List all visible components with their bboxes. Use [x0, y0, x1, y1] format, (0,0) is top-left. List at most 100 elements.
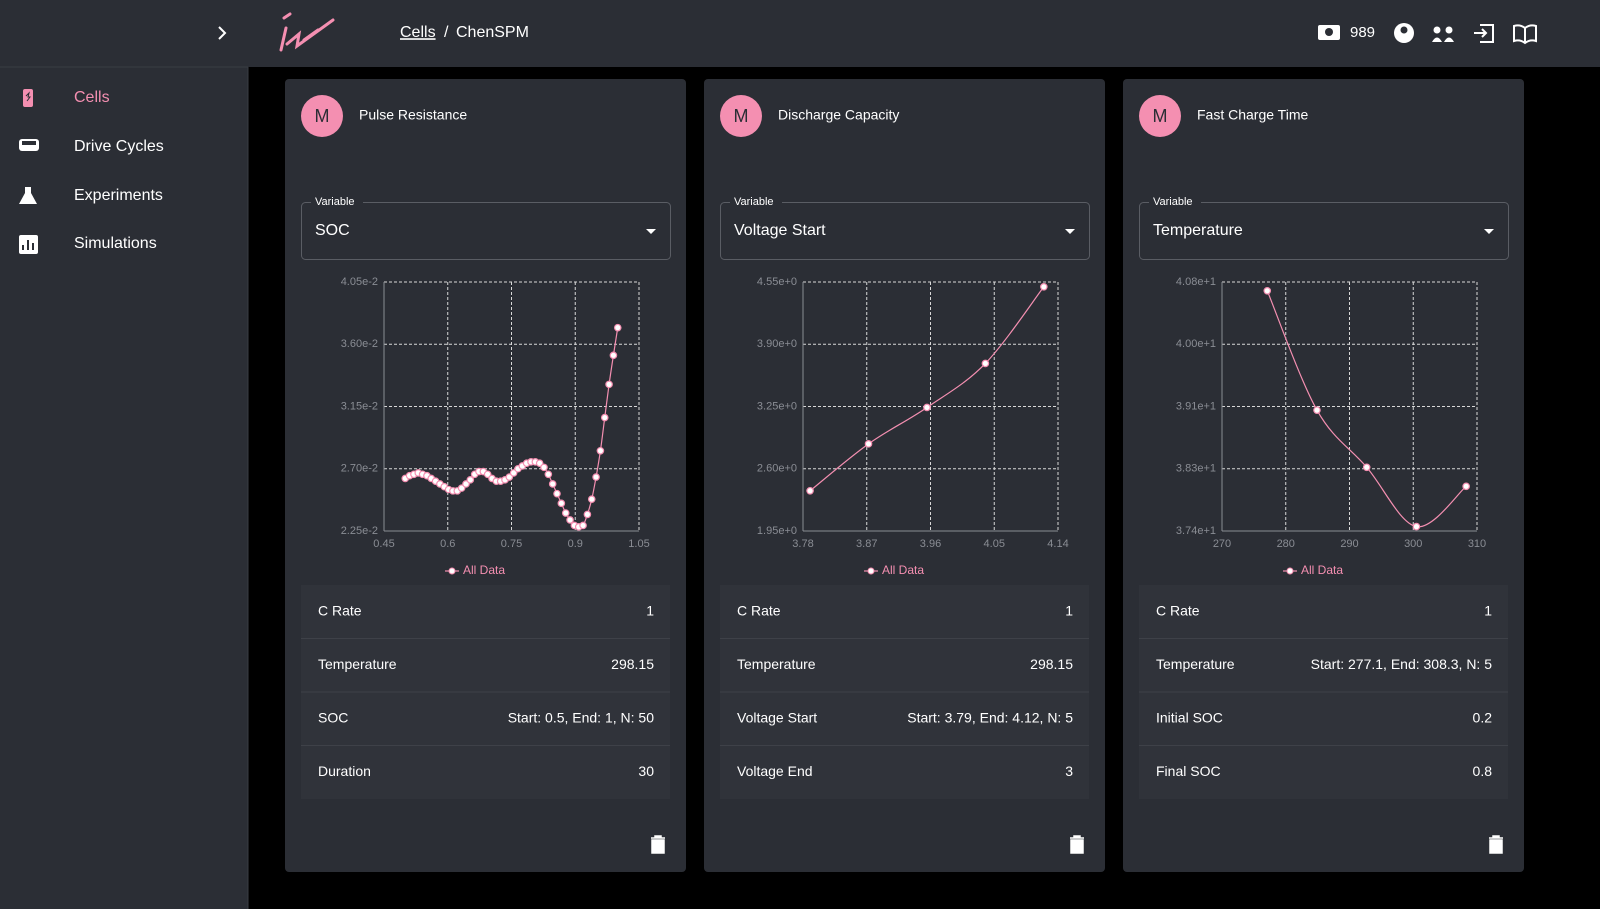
data-point [566, 516, 574, 524]
x-tick-label: 3.96 [920, 538, 941, 550]
logout-icon[interactable] [1474, 24, 1494, 43]
data-point [557, 499, 566, 508]
x-tick-label: 4.14 [1047, 538, 1068, 550]
param-value: 1 [646, 603, 654, 619]
data-point [544, 470, 553, 479]
simulations-icon-detail [22, 240, 34, 250]
select-value[interactable]: Voltage Start [734, 222, 826, 239]
y-tick-label: 4.55e+0 [757, 276, 797, 288]
avatar-letter: M [1153, 106, 1168, 126]
data-point [600, 413, 609, 422]
collapse-button[interactable] [218, 26, 227, 40]
breadcrumb-link[interactable]: Cells [400, 24, 436, 41]
data-point [466, 476, 475, 484]
x-tick-label: 310 [1468, 538, 1486, 550]
x-tick-label: 0.6 [440, 538, 455, 550]
account-icon-detail [1400, 26, 1408, 34]
select-label: Variable [734, 196, 774, 208]
card-title: Discharge Capacity [778, 107, 899, 123]
param-value: 1 [1065, 603, 1073, 619]
delete-button[interactable] [1489, 835, 1503, 854]
data-point [864, 440, 873, 448]
select-arrow[interactable] [1065, 229, 1075, 234]
legend-label[interactable]: All Data [1301, 563, 1343, 577]
nav-item[interactable]: Drive Cycles [74, 138, 164, 155]
sidebar [0, 0, 248, 909]
param-label: C Rate [318, 603, 362, 619]
cells-icon [23, 89, 33, 107]
select-box[interactable] [720, 202, 1090, 260]
data-point [605, 380, 613, 389]
legend-label[interactable]: All Data [882, 563, 924, 577]
y-tick-label: 4.00e+1 [1176, 338, 1216, 350]
nav-item[interactable]: Experiments [74, 187, 163, 204]
param-row [1139, 638, 1508, 692]
card-title: Pulse Resistance [359, 107, 467, 123]
param-row [1139, 745, 1508, 799]
select-label-bg [730, 194, 782, 208]
data-point [596, 446, 605, 455]
select-value[interactable]: SOC [315, 222, 350, 239]
data-point [548, 480, 557, 488]
avatar [720, 95, 762, 137]
nav-item[interactable]: Simulations [74, 235, 157, 252]
x-tick-label: 3.78 [792, 538, 813, 550]
param-row [720, 692, 1089, 746]
y-tick-label: 3.83e+1 [1176, 463, 1216, 475]
x-tick-label: 0.75 [501, 538, 522, 550]
x-tick-label: 0.45 [373, 538, 394, 550]
param-value: 0.2 [1473, 710, 1493, 726]
team-icon-head [1433, 26, 1441, 34]
param-label: Initial SOC [1156, 710, 1223, 726]
param-value: 298.15 [1030, 656, 1073, 672]
select-arrow[interactable] [646, 229, 656, 234]
select-box[interactable] [1139, 202, 1509, 260]
param-value: 298.15 [611, 656, 654, 672]
param-row [301, 585, 670, 639]
x-tick-label: 300 [1404, 538, 1422, 550]
credits-icon-detail [1325, 28, 1333, 36]
param-row [1139, 692, 1508, 746]
y-tick-label: 3.90e+0 [757, 338, 797, 350]
data-point [1462, 482, 1470, 491]
select-value[interactable]: Temperature [1153, 222, 1243, 239]
data-point [587, 495, 596, 503]
param-value: 1 [1484, 603, 1492, 619]
x-tick-label: 280 [1277, 538, 1295, 550]
delete-button[interactable] [1070, 835, 1084, 854]
select-label-bg [1149, 194, 1201, 208]
x-tick-label: 1.05 [628, 538, 649, 550]
param-value: Start: 277.1, End: 308.3, N: 5 [1311, 656, 1493, 672]
credits-count: 989 [1350, 24, 1375, 41]
delete-button[interactable] [651, 835, 665, 854]
nav-item-active[interactable]: Cells [74, 89, 110, 106]
data-point [1040, 282, 1048, 291]
legend-label[interactable]: All Data [463, 563, 505, 577]
x-tick-label: 0.9 [568, 538, 583, 550]
select-label-bg [311, 194, 363, 208]
data-point [592, 473, 600, 481]
avatar-letter: M [315, 106, 330, 126]
param-label: Temperature [1156, 656, 1235, 672]
param-label: Final SOC [1156, 763, 1221, 779]
param-row [301, 692, 670, 746]
avatar [301, 95, 343, 137]
select-label: Variable [1153, 196, 1193, 208]
y-tick-label: 4.05e-2 [341, 276, 378, 288]
docs-icon[interactable] [1513, 24, 1537, 45]
param-label: Temperature [318, 656, 397, 672]
param-value: 3 [1065, 763, 1073, 779]
param-row [301, 745, 670, 799]
team-icon[interactable] [1432, 37, 1454, 43]
y-tick-label: 1.95e+0 [757, 525, 797, 537]
param-label: SOC [318, 710, 348, 726]
param-label: Temperature [737, 656, 816, 672]
data-point [1362, 463, 1371, 472]
param-value: Start: 3.79, End: 4.12, N: 5 [907, 710, 1073, 726]
data-point [806, 486, 814, 495]
select-arrow[interactable] [1484, 229, 1494, 234]
data-point [1313, 406, 1321, 414]
logo[interactable] [279, 12, 335, 52]
select-box[interactable] [301, 202, 671, 260]
